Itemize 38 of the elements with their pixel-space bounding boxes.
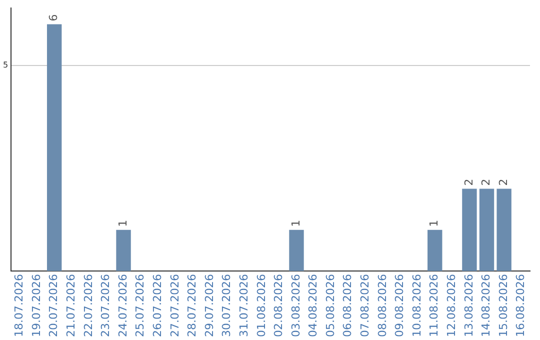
x-tick-label: 13.08.2026	[462, 274, 476, 338]
x-tick-label: 30.07.2026	[220, 274, 234, 338]
x-tick-label: 31.07.2026	[237, 274, 250, 338]
x-tick-label: 23.07.2026	[99, 274, 112, 338]
y-tick-label: 5	[2, 60, 8, 70]
data-label: 6	[47, 14, 60, 22]
data-label: 2	[496, 178, 510, 186]
x-tick-label: 10.08.2026	[410, 274, 424, 338]
x-tick-label: 12.08.2026	[445, 274, 458, 338]
x-tick-label: 02.08.2026	[272, 274, 286, 338]
x-tick-label: 24.07.2026	[116, 274, 130, 338]
x-tick-label: 15.08.2026	[496, 274, 510, 338]
x-tick-label: 16.08.2026	[514, 274, 528, 338]
x-tick-label: 19.07.2026	[30, 274, 43, 338]
x-tick-label: 29.07.2026	[202, 274, 216, 338]
x-tick-label: 06.08.2026	[341, 274, 354, 338]
x-tick-label: 05.08.2026	[324, 274, 337, 338]
data-label: 2	[480, 178, 493, 186]
x-tick-label: 03.08.2026	[289, 274, 302, 338]
data-label: 1	[428, 220, 441, 227]
data-label: 1	[116, 220, 130, 227]
x-tick-label: 04.08.2026	[306, 274, 320, 338]
x-tick-label: 01.08.2026	[254, 274, 268, 338]
x-tick-label: 28.07.2026	[186, 274, 199, 338]
x-tick-label: 26.07.2026	[150, 274, 164, 338]
x-tick-label: 27.07.2026	[168, 274, 182, 338]
data-label: 1	[289, 220, 302, 227]
x-tick-label: 21.07.2026	[64, 274, 78, 338]
x-tick-label: 09.08.2026	[393, 274, 406, 338]
x-tick-label: 07.08.2026	[358, 274, 372, 338]
x-tick-label: 25.07.2026	[134, 274, 147, 338]
x-tick-label: 18.07.2026	[12, 274, 26, 338]
x-tick-label: 08.08.2026	[376, 274, 389, 338]
data-label: 2	[462, 178, 476, 186]
x-tick-label: 14.08.2026	[480, 274, 493, 338]
x-tick-label: 22.07.2026	[82, 274, 95, 338]
x-tick-label: 11.08.2026	[428, 274, 441, 338]
x-tick-label: 20.07.2026	[47, 274, 60, 338]
